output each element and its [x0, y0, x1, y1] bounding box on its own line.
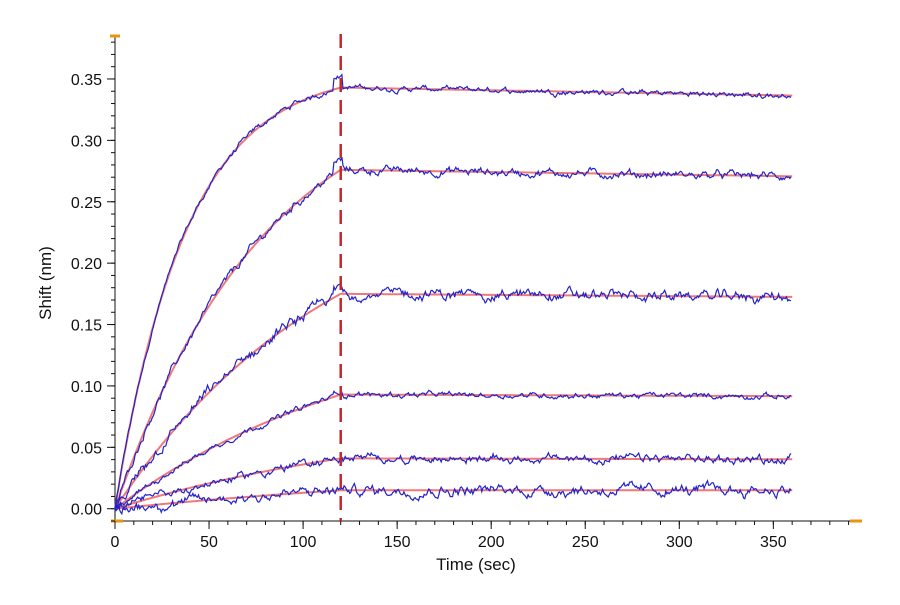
x-tick-label: 0 [111, 534, 120, 551]
fit-curve-association [114, 489, 341, 510]
fit-curve-association [114, 292, 342, 510]
x-tick-label: 200 [478, 534, 505, 551]
fit-curve-dissociation [340, 457, 793, 461]
measured-curve [114, 389, 792, 510]
x-axis-label: Time (sec) [436, 555, 516, 574]
x-tick-label: 100 [290, 534, 317, 551]
x-tick-label: 350 [760, 534, 787, 551]
fit-curve-dissociation [340, 168, 793, 178]
x-tick-label: 300 [666, 534, 693, 551]
measured-curve [114, 451, 792, 512]
y-tick-label: 0.20 [71, 256, 102, 273]
y-tick-label: 0.05 [71, 440, 102, 457]
y-tick-label: 0.30 [71, 133, 102, 150]
measured-curve [114, 479, 792, 516]
fit-curve-association [114, 86, 341, 509]
y-tick-label: 0.35 [71, 72, 102, 89]
fit-curve-association [114, 168, 342, 510]
x-tick-label: 150 [384, 534, 411, 551]
measured-curve [114, 73, 792, 509]
fit-curve-association [114, 457, 341, 510]
y-tick-label: 0.10 [71, 379, 102, 396]
y-axis-label: Shift (nm) [36, 246, 55, 320]
fit-curve-dissociation [340, 292, 793, 298]
x-tick-label: 50 [200, 534, 218, 551]
measured-curves [114, 73, 792, 516]
y-tick-label: 0.00 [71, 502, 102, 519]
measured-curve [114, 156, 792, 507]
axes: 0.00 0.05 0.10 0.15 0.20 0.25 0.30 0.35 0 50 100 15… [71, 34, 862, 551]
measured-curve [114, 283, 792, 511]
y-tick-label: 0.25 [71, 195, 102, 212]
x-tick-label: 250 [572, 534, 599, 551]
fit-curve-dissociation [340, 86, 793, 97]
y-tick-label: 0.15 [71, 318, 102, 335]
